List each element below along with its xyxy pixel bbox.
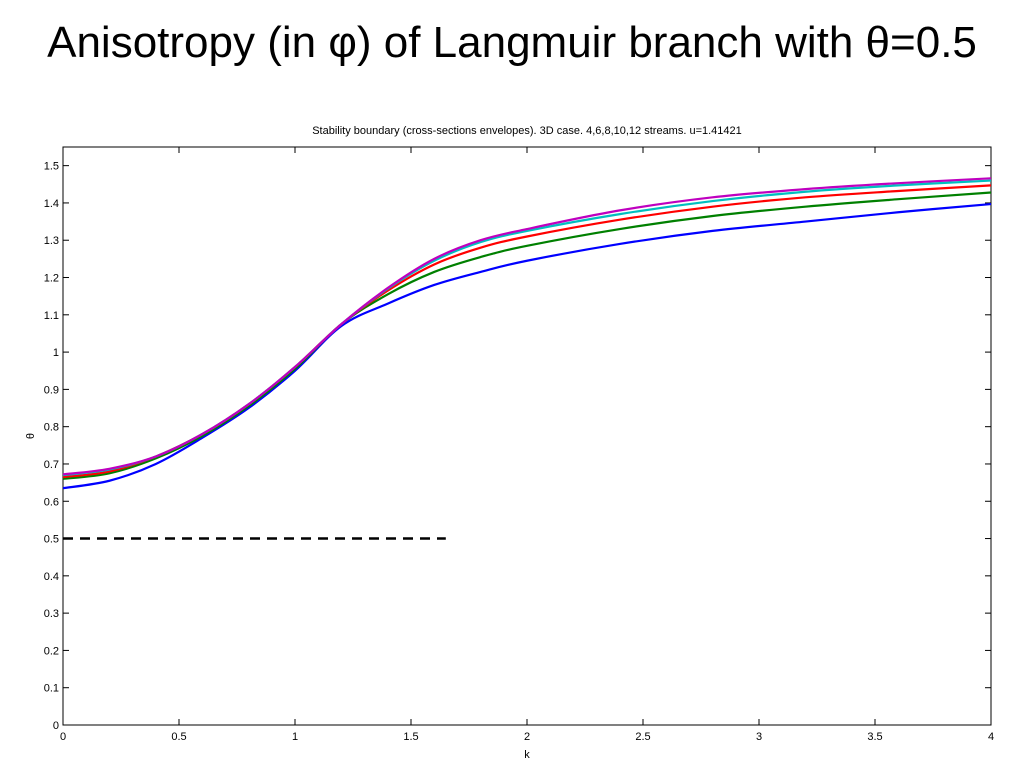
series-layer	[62, 177, 992, 540]
y-tick-label: 0.3	[44, 608, 59, 620]
x-tick-label: 3.5	[867, 731, 882, 743]
y-tick-label: 0	[53, 720, 59, 732]
y-tick-label: 0.4	[44, 571, 59, 583]
y-tick-label: 0.2	[44, 645, 59, 657]
x-tick-label: 2	[524, 731, 530, 743]
x-axis-label: k	[524, 749, 530, 761]
x-tick-label: 4	[988, 731, 994, 743]
y-axis-label: θ	[25, 433, 37, 439]
y-tick-label: 0.7	[44, 459, 59, 471]
y-tick-label: 1.5	[44, 161, 59, 173]
plot-frame	[62, 146, 992, 726]
y-tick-label: 1.2	[44, 273, 59, 285]
y-tick-label: 1.4	[44, 198, 59, 210]
y-tick-label: 1.3	[44, 235, 59, 247]
x-tick-label: 0	[60, 731, 66, 743]
series-line-1	[62, 202, 992, 490]
y-tick-label: 1	[53, 347, 59, 359]
y-tick-label: 0.6	[44, 496, 59, 508]
y-tick-label: 0.5	[44, 534, 59, 546]
series-line-2	[62, 191, 992, 480]
y-tick-label: 0.9	[44, 384, 59, 396]
y-tick-label: 1.1	[44, 310, 59, 322]
slide-title: Anisotropy (in φ) of Langmuir branch wit…	[47, 18, 977, 67]
plot-title: Stability boundary (cross-sections envel…	[312, 125, 742, 137]
series-line-5	[62, 177, 992, 476]
y-tick-label: 0.8	[44, 422, 59, 434]
x-tick-label: 1	[292, 731, 298, 743]
x-tick-label: 1.5	[403, 731, 418, 743]
y-tick-label: 0.1	[44, 683, 59, 695]
x-tick-label: 2.5	[635, 731, 650, 743]
axis-ticks: 0 0.5 1 1.5 2 2.5 3 3.5 4 0 0.1 0.2 0.3 0.4 0.5 0.6 0.7 0…	[44, 147, 994, 743]
x-tick-label: 3	[756, 731, 762, 743]
x-tick-label: 0.5	[171, 731, 186, 743]
